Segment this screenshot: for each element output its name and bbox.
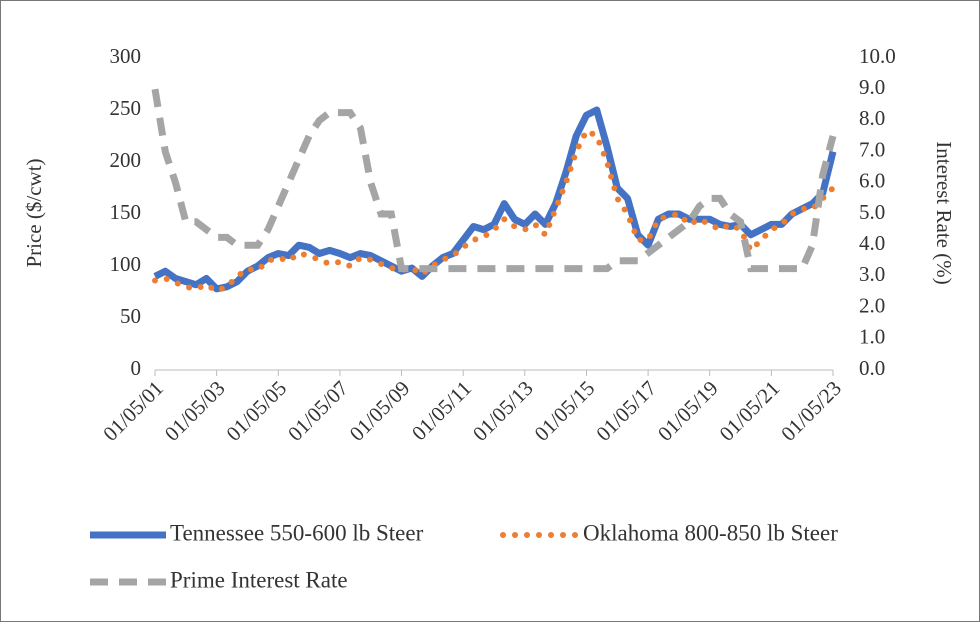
y2-tick-label: 3.0 — [859, 262, 885, 286]
y-axis-title: Price ($/cwt) — [22, 158, 46, 267]
y2-tick-label: 5.0 — [859, 200, 885, 224]
y-tick-label: 100 — [110, 252, 142, 276]
series-line — [153, 106, 837, 293]
y-tick-label: 0 — [131, 356, 142, 380]
legend-label: Prime Interest Rate — [170, 567, 348, 592]
y2-tick-label: 1.0 — [859, 325, 885, 349]
y-tick-label: 150 — [110, 200, 142, 224]
y2-tick-label: 4.0 — [859, 231, 885, 255]
y-tick-label: 250 — [110, 96, 142, 120]
y2-axis-title: Interest Rate (%) — [932, 141, 956, 284]
y2-tick-label: 10.0 — [859, 44, 896, 68]
y2-tick-label: 2.0 — [859, 293, 885, 317]
y2-tick-label: 6.0 — [859, 169, 885, 193]
y-tick-label: 200 — [110, 148, 142, 172]
y2-tick-label: 8.0 — [859, 106, 885, 130]
legend-label: Tennessee 550-600 lb Steer — [170, 520, 424, 545]
series-line — [152, 126, 836, 295]
y2-tick-label: 0.0 — [859, 356, 885, 380]
y-tick-label: 300 — [110, 44, 142, 68]
y2-tick-label: 7.0 — [859, 137, 885, 161]
series-line — [151, 88, 837, 273]
legend-label: Oklahoma 800-850 lb Steer — [583, 520, 838, 545]
y2-tick-label: 9.0 — [859, 75, 885, 99]
y-tick-label: 50 — [120, 304, 141, 328]
